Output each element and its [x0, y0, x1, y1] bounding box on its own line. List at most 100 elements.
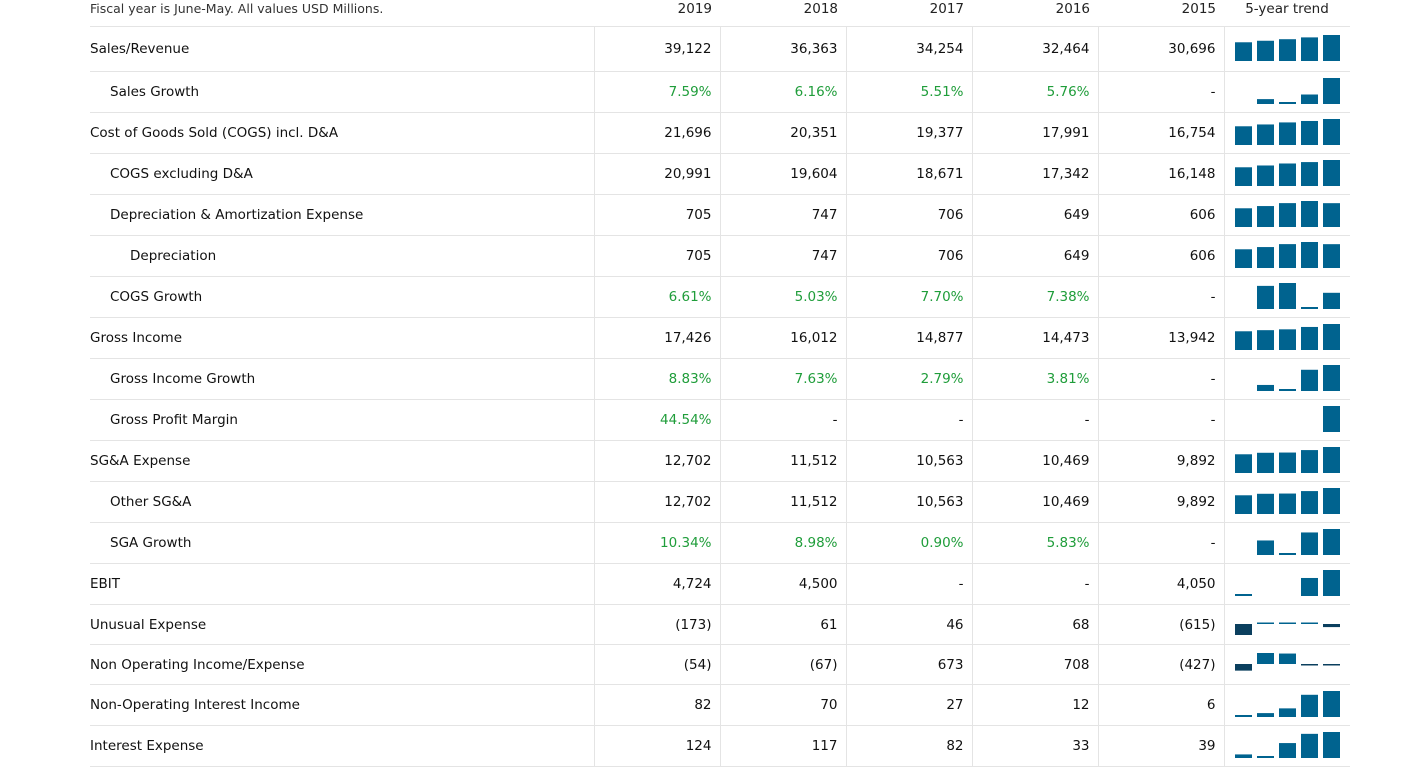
value-cell-2017: 18,671 — [845, 153, 972, 195]
trend-sparkline — [1234, 324, 1340, 350]
value-cell-2019: 124 — [593, 725, 720, 767]
value-cell-2018: (67) — [719, 644, 846, 685]
value-cell-2015: - — [1097, 399, 1224, 441]
trend-bar — [1278, 743, 1296, 758]
value-cell-2018: 8.98% — [719, 522, 846, 564]
trend-bar — [1278, 553, 1296, 555]
value-cell-2015: 606 — [1097, 194, 1224, 236]
trend-sparkline — [1234, 160, 1340, 186]
row-label: COGS Growth — [90, 276, 594, 318]
trend-cell[interactable] — [1223, 725, 1350, 767]
trend-sparkline — [1322, 406, 1340, 432]
value-cell-2016: 7.38% — [971, 276, 1098, 318]
value-cell-2019: 44.54% — [593, 399, 720, 441]
trend-bar — [1278, 122, 1296, 145]
trend-cell[interactable] — [1223, 604, 1350, 645]
trend-bar — [1300, 37, 1318, 61]
table-row: Depreciation & Amortization Expense 705 74… — [90, 194, 1350, 236]
trend-cell[interactable] — [1223, 358, 1350, 400]
trend-cell[interactable] — [1223, 153, 1350, 195]
table-row: Gross Income Growth 8.83% 7.63% 2.79% 3.81% - — [90, 358, 1350, 400]
trend-sparkline — [1234, 652, 1340, 671]
value-cell-2016: 5.76% — [971, 71, 1098, 113]
trend-bar — [1322, 78, 1340, 104]
table-row: Sales/Revenue 39,122 36,363 34,254 32,464 30,… — [90, 26, 1350, 72]
trend-bar — [1256, 384, 1274, 391]
trend-bar — [1256, 165, 1274, 186]
value-cell-2017: 34,254 — [845, 26, 972, 72]
value-cell-2019: 12,702 — [593, 481, 720, 523]
fiscal-note: Fiscal year is June-May. All values USD … — [90, 0, 594, 27]
year-header-2016: 2016 — [972, 0, 1098, 27]
value-cell-2019: 705 — [593, 194, 720, 236]
trend-cell[interactable] — [1223, 276, 1350, 318]
trend-bar — [1256, 40, 1274, 61]
value-cell-2018: 7.63% — [719, 358, 846, 400]
trend-cell[interactable] — [1223, 71, 1350, 113]
trend-cell[interactable] — [1223, 26, 1350, 72]
trend-cell[interactable] — [1223, 644, 1350, 685]
trend-bar — [1256, 713, 1274, 717]
trend-bar — [1256, 756, 1274, 758]
value-cell-2016: 649 — [971, 235, 1098, 277]
trend-bar — [1300, 622, 1318, 624]
trend-cell[interactable] — [1223, 194, 1350, 236]
trend-bar — [1322, 529, 1340, 555]
value-cell-2017: 7.70% — [845, 276, 972, 318]
trend-bar — [1256, 493, 1274, 514]
trend-cell[interactable] — [1223, 522, 1350, 564]
value-cell-2015: (427) — [1097, 644, 1224, 685]
trend-cell[interactable] — [1223, 112, 1350, 154]
value-cell-2016: 10,469 — [971, 481, 1098, 523]
value-cell-2015: 4,050 — [1097, 563, 1224, 605]
table-row: Non Operating Income/Expense (54) (67) 673 7… — [90, 644, 1350, 685]
table-row: Depreciation 705 747 706 649 606 — [90, 235, 1350, 277]
trend-cell[interactable] — [1223, 235, 1350, 277]
value-cell-2017: 706 — [845, 235, 972, 277]
value-cell-2017: 27 — [845, 684, 972, 726]
trend-cell[interactable] — [1223, 481, 1350, 523]
value-cell-2016: 3.81% — [971, 358, 1098, 400]
trend-sparkline — [1234, 447, 1340, 473]
value-cell-2018: 36,363 — [719, 26, 846, 72]
row-label: SG&A Expense — [90, 440, 594, 482]
value-cell-2019: 7.59% — [593, 71, 720, 113]
trend-sparkline — [1234, 732, 1340, 758]
trend-bar — [1278, 283, 1296, 309]
value-cell-2017: 46 — [845, 604, 972, 645]
trend-cell[interactable] — [1223, 399, 1350, 441]
trend-cell[interactable] — [1223, 440, 1350, 482]
value-cell-2016: 649 — [971, 194, 1098, 236]
value-cell-2015: 16,754 — [1097, 112, 1224, 154]
trend-cell[interactable] — [1223, 684, 1350, 726]
trend-sparkline — [1256, 78, 1340, 104]
trend-bar — [1234, 454, 1252, 473]
trend-sparkline — [1234, 691, 1340, 717]
value-cell-2017: 673 — [845, 644, 972, 685]
value-cell-2015: - — [1097, 71, 1224, 113]
value-cell-2017: 10,563 — [845, 440, 972, 482]
trend-bar — [1300, 369, 1318, 391]
value-cell-2018: 11,512 — [719, 440, 846, 482]
trend-cell[interactable] — [1223, 317, 1350, 359]
trend-bar — [1256, 622, 1274, 624]
trend-bar — [1300, 120, 1318, 145]
trend-bar — [1300, 162, 1318, 186]
trend-bar — [1322, 119, 1340, 145]
trend-bar — [1278, 329, 1296, 350]
trend-bar — [1300, 242, 1318, 268]
trend-bar — [1256, 285, 1274, 309]
trend-bar — [1256, 99, 1274, 104]
year-header-2017: 2017 — [846, 0, 972, 27]
row-label: Gross Income — [90, 317, 594, 359]
trend-bar — [1300, 201, 1318, 227]
trend-bar — [1322, 365, 1340, 391]
trend-bar — [1278, 244, 1296, 268]
value-cell-2019: 6.61% — [593, 276, 720, 318]
value-cell-2017: 5.51% — [845, 71, 972, 113]
value-cell-2019: (173) — [593, 604, 720, 645]
trend-bar — [1256, 452, 1274, 473]
row-label: Unusual Expense — [90, 604, 594, 645]
trend-bar — [1256, 247, 1274, 268]
trend-cell[interactable] — [1223, 563, 1350, 605]
